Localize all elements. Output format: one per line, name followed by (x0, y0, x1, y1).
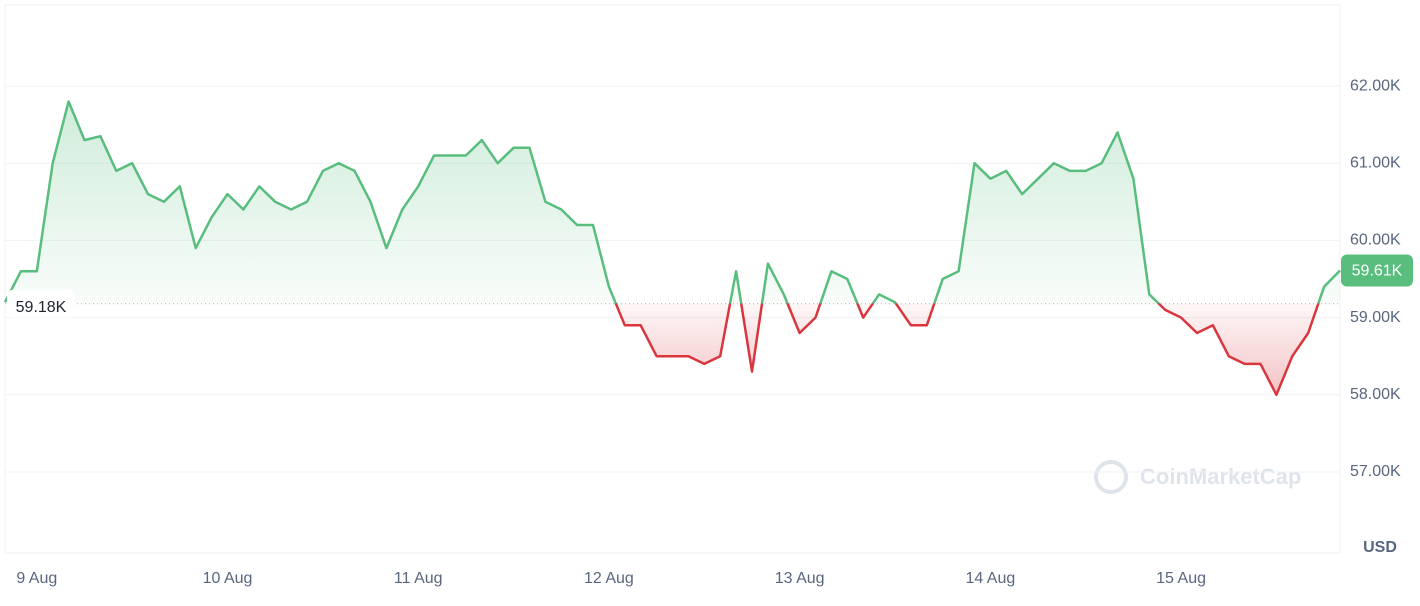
price-label: 59.61K (1352, 263, 1403, 280)
y-tick-label: 61.00K (1350, 154, 1401, 171)
watermark-logo: CoinMarketCap (1094, 460, 1301, 494)
baseline-label: 59.18K (16, 299, 67, 316)
x-tick-label: 10 Aug (203, 570, 253, 587)
x-tick-label: 9 Aug (16, 570, 57, 587)
baseline-badge (7, 289, 75, 318)
y-tick-label: 60.00K (1350, 232, 1401, 249)
area (5, 101, 1340, 395)
price-badge (1341, 254, 1413, 287)
y-tick-label: 62.00K (1350, 77, 1401, 94)
x-tick-label: 15 Aug (1156, 570, 1206, 587)
x-tick-label: 12 Aug (584, 570, 634, 587)
price-line (3, 100, 1341, 397)
y-tick-label: 58.00K (1350, 386, 1401, 403)
watermark: CoinMarketCap (1140, 464, 1301, 489)
y-tick-label: 57.00K (1350, 463, 1401, 480)
y-tick-label: 59.00K (1350, 309, 1401, 326)
x-tick-label: 11 Aug (394, 570, 443, 587)
x-tick-label: 13 Aug (775, 570, 825, 587)
y-unit: USD (1363, 539, 1397, 556)
x-tick-label: 14 Aug (965, 570, 1015, 587)
